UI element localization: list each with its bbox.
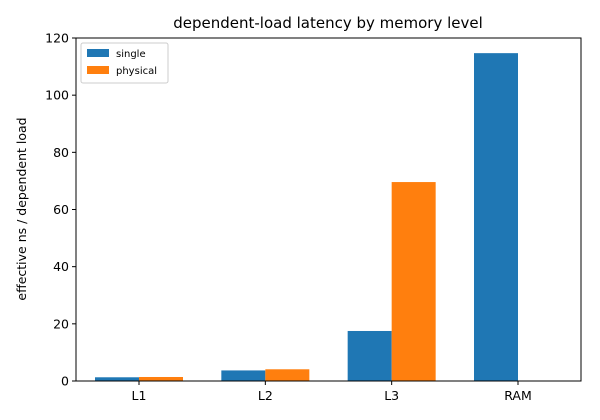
x-tick-label-RAM: RAM [504,388,532,403]
bar-physical-L1 [139,376,183,381]
y-tick-label-80: 80 [53,145,69,160]
legend-swatch-physical [87,66,109,74]
y-tick-label-0: 0 [61,374,69,389]
y-tick-label-100: 100 [45,88,69,103]
y-tick-label-60: 60 [53,202,69,217]
y-tick-label-40: 40 [53,259,69,274]
plot-frame [75,37,582,382]
y-axis-label: effective ns / dependent load [14,117,29,300]
legend: single physical [80,42,169,84]
x-tick-label-L1: L1 [132,388,147,403]
legend-label-physical: physical [116,66,157,77]
bar-single-L1 [95,377,139,381]
y-tick-label-20: 20 [53,316,69,331]
bar-physical-L3 [391,182,436,381]
plot-area [95,53,518,381]
x-tick-label-L2: L2 [258,388,273,403]
legend-label-single: single [116,49,146,60]
bar-physical-L2 [265,369,310,381]
y-axis: 0 20 40 60 80 100 120 [45,31,582,389]
chart-title: dependent-load latency by memory level [173,14,483,32]
bar-single-L2 [221,370,266,381]
bar-single-L3 [347,330,392,381]
y-tick-label-120: 120 [45,31,69,46]
x-tick-label-L3: L3 [384,388,399,403]
legend-swatch-single [87,49,109,57]
x-axis: L1 L2 L3 RAM [132,381,532,403]
bar-single-RAM [474,53,518,381]
